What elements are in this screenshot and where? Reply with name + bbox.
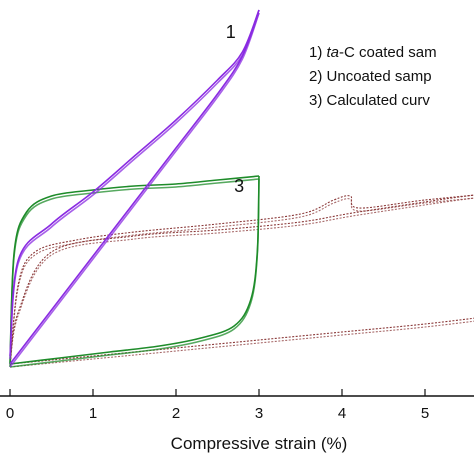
x-axis-title: Compressive strain (%) bbox=[171, 434, 348, 453]
legend-entry: 3) Calculated curv bbox=[309, 92, 430, 109]
curve-label-1: 1 bbox=[226, 22, 236, 42]
x-tick-label: 5 bbox=[421, 405, 429, 422]
curves-layer bbox=[9, 9, 474, 368]
x-tick-label: 3 bbox=[255, 405, 263, 422]
legend-entry: 1) ta-C coated sam bbox=[309, 44, 437, 61]
legend: 1) ta-C coated sam 2) Uncoated samp 3) Cal… bbox=[309, 44, 437, 109]
series-1-loading-line bbox=[9, 12, 260, 368]
series-2-baseline-line bbox=[9, 320, 474, 368]
series-2-baseline-line bbox=[9, 317, 474, 365]
series-1-unloading-line bbox=[9, 12, 260, 360]
series-1-loading-line bbox=[9, 9, 260, 365]
series-2-unloading-line bbox=[9, 194, 474, 365]
series-2-loading-line bbox=[9, 194, 474, 365]
curve-label-3: 3 bbox=[234, 176, 244, 196]
x-tick-label: 2 bbox=[172, 405, 180, 422]
x-axis-ticks: 0 1 2 3 4 5 bbox=[6, 389, 429, 422]
series-2-unloading-line bbox=[9, 197, 474, 368]
series-1-unloading-line bbox=[9, 9, 260, 357]
x-tick-label: 0 bbox=[6, 405, 14, 422]
curve-labels: 13 bbox=[226, 22, 244, 196]
series-2-loading-line bbox=[9, 197, 474, 368]
series-3-loading-line bbox=[9, 178, 260, 368]
legend-entry: 2) Uncoated samp bbox=[309, 68, 432, 85]
x-tick-label: 1 bbox=[89, 405, 97, 422]
x-tick-label: 4 bbox=[338, 405, 346, 422]
series-3-unloading-line bbox=[9, 178, 260, 368]
